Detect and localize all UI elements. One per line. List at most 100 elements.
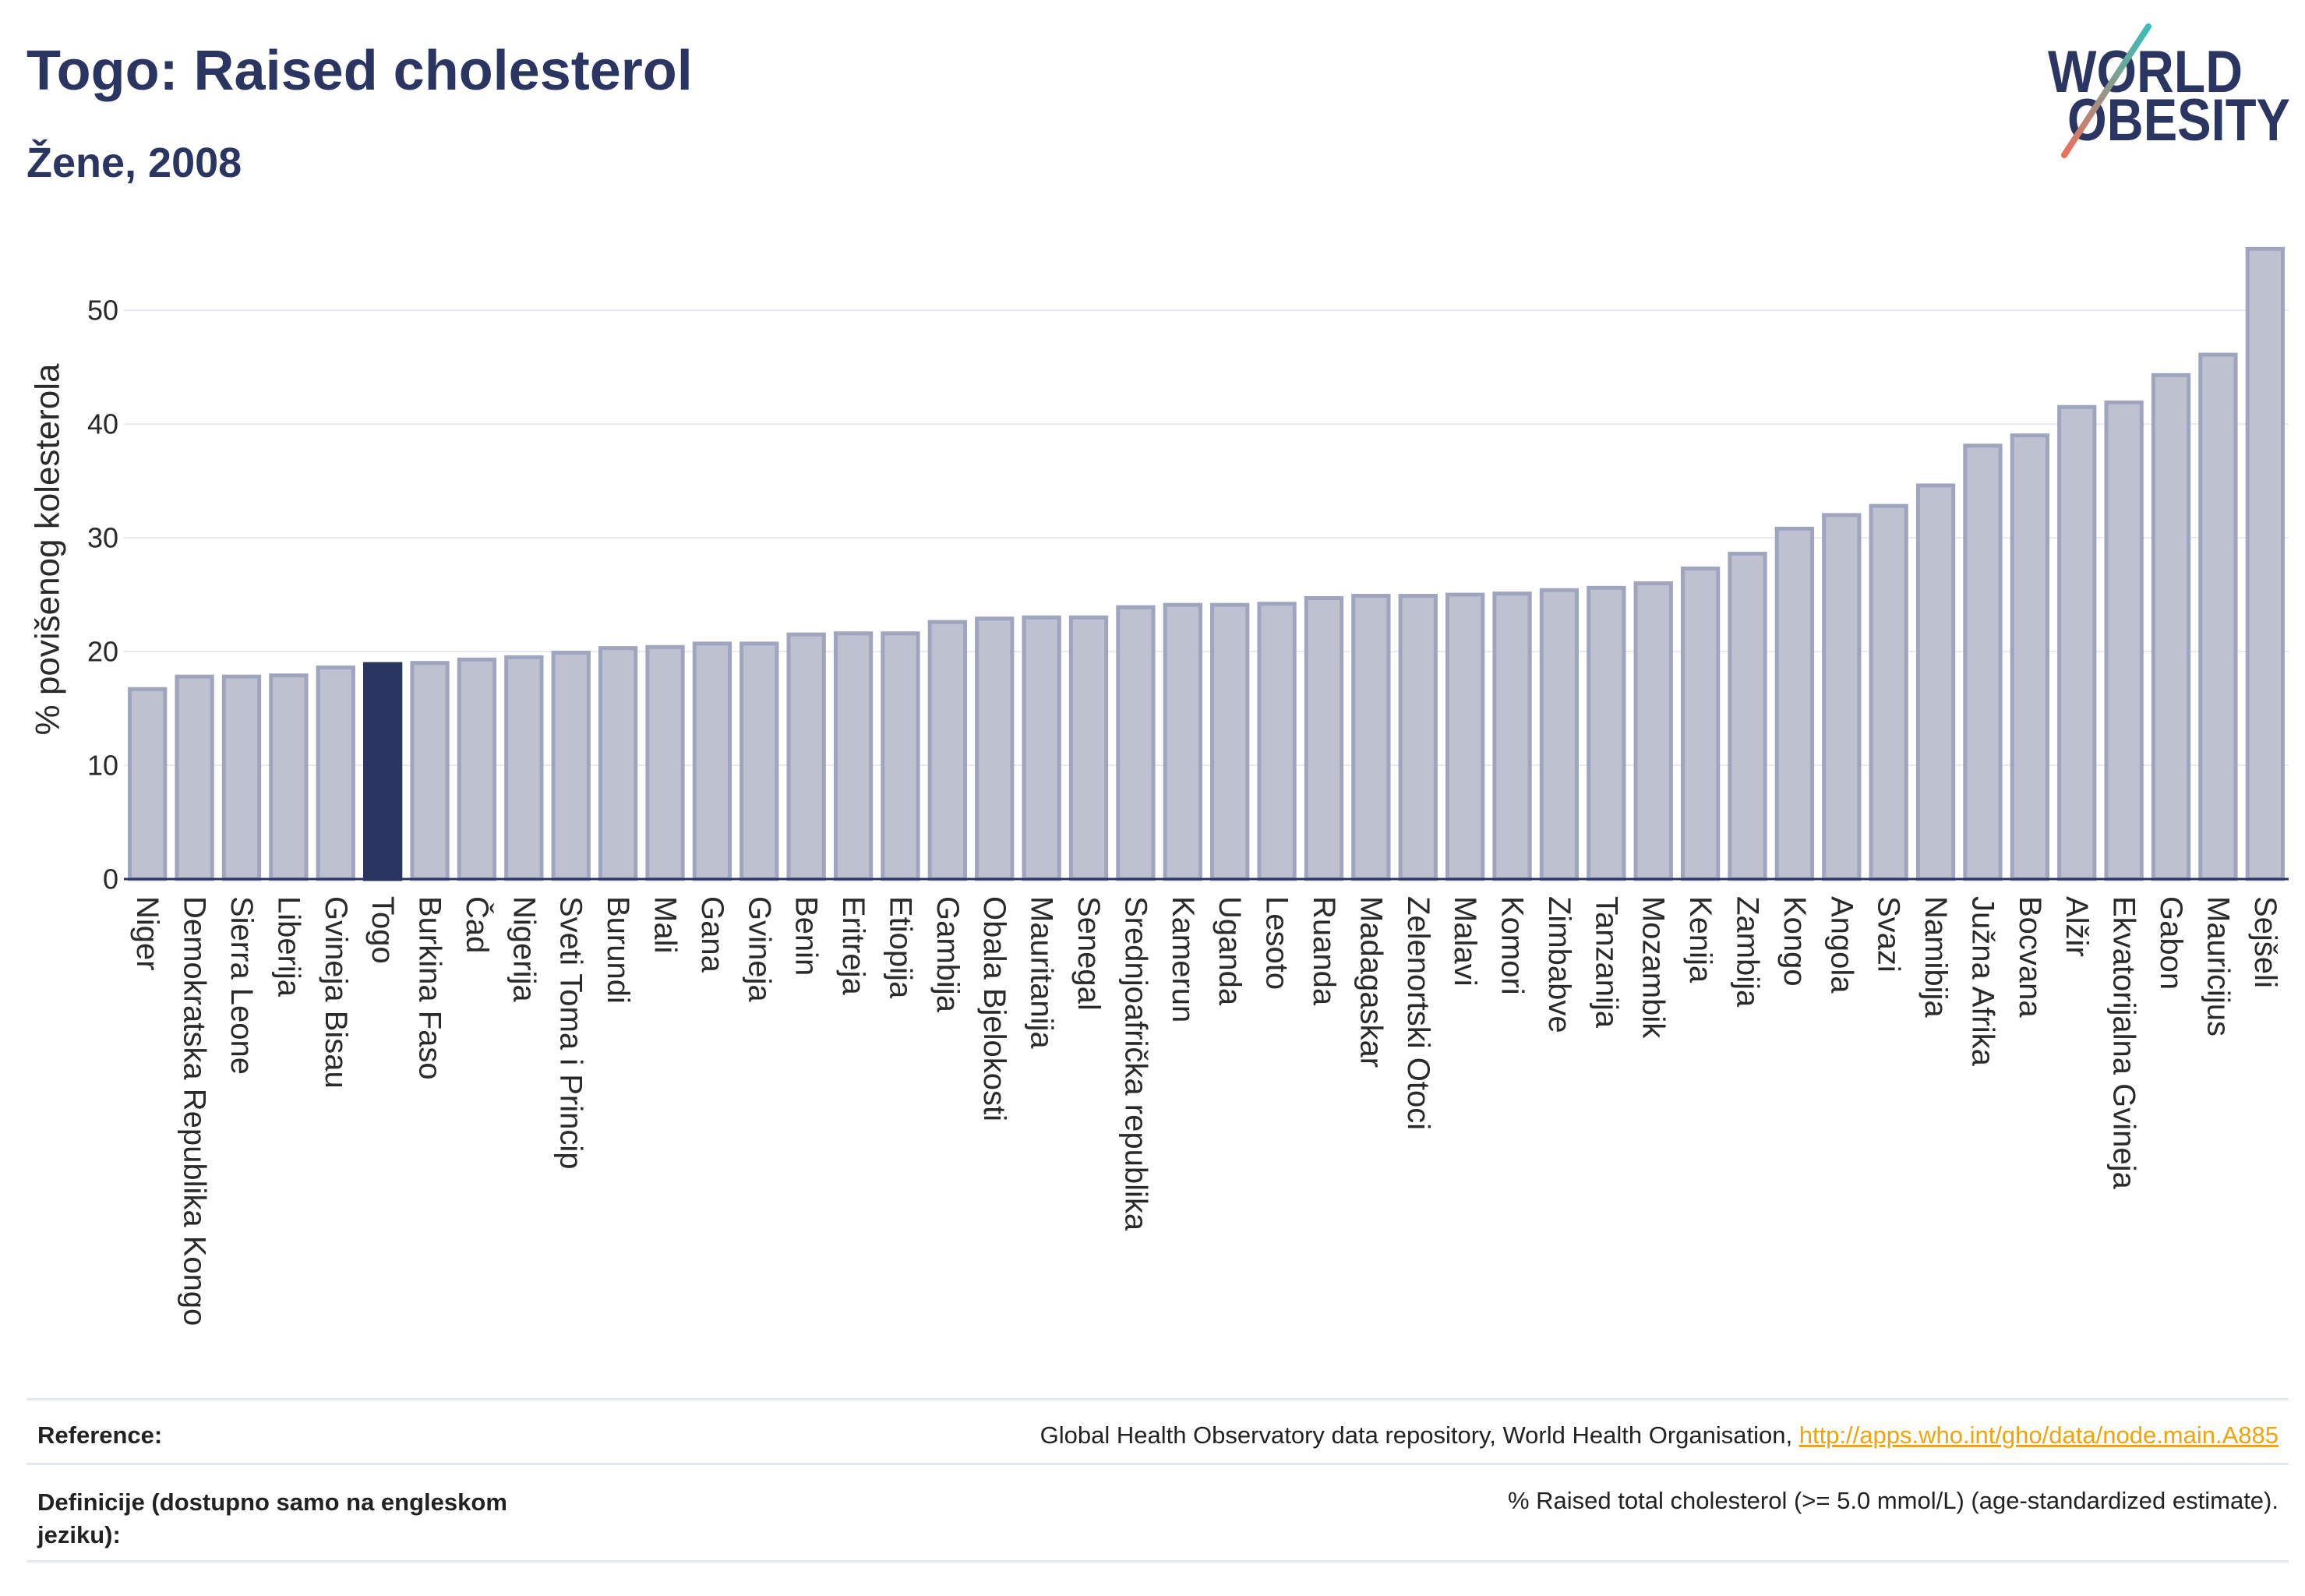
- world-obesity-logo: WORLD OBESITY: [2048, 23, 2290, 158]
- footer-rule-middle: [26, 1463, 2289, 1465]
- bar-komori: [1492, 591, 1532, 881]
- logo-word-world: WORLD: [2048, 39, 2243, 105]
- bar-ruanda: [1304, 595, 1344, 881]
- bar-zimbabve: [1539, 588, 1580, 881]
- x-tick-label-gambija: Gambija: [930, 896, 965, 1013]
- x-tick-label-ruanda: Ruanda: [1307, 896, 1341, 1006]
- bar-nigerija: [504, 655, 544, 881]
- x-tick-label-zelenortski-otoci: Zelenortski Otoci: [1401, 896, 1435, 1130]
- x-tick-label-gabon: Gabon: [2154, 896, 2188, 990]
- bar-tanzanija: [1587, 585, 1626, 881]
- bar-demokratska-republika-kongo: [175, 674, 214, 881]
- x-tick-label-gvineja-bisau: Gvineja Bisau: [319, 896, 353, 1089]
- bar-burkina-faso: [410, 661, 450, 881]
- x-tick-label-benin: Benin: [789, 896, 824, 976]
- footer-rule-top: [26, 1398, 2289, 1400]
- x-tick-label-mali: Mali: [648, 896, 683, 953]
- bar-juzna-afrika: [1963, 443, 2003, 881]
- x-tick-label-lesoto: Lesoto: [1260, 896, 1294, 990]
- bar-sierra-leone: [221, 674, 262, 881]
- bar-gvineja: [740, 641, 779, 881]
- y-tick-label-0: 0: [103, 863, 118, 895]
- bar-mozambik: [1633, 581, 1673, 881]
- x-tick-label-sierra-leone: Sierra Leone: [224, 896, 259, 1075]
- bar-namibija: [1915, 483, 1956, 881]
- y-tick-label-40: 40: [87, 408, 118, 440]
- bar-gambija: [927, 620, 967, 881]
- x-tick-label-kenija: Kenija: [1683, 896, 1717, 983]
- bar-kongo: [1774, 526, 1815, 881]
- x-tick-label-angola: Angola: [1824, 896, 1858, 994]
- bar-sveti-toma-i-princip: [551, 651, 591, 881]
- x-tick-label-namibija: Namibija: [1918, 896, 1953, 1018]
- chart-subtitle: Žene, 2008: [26, 139, 242, 186]
- bar-gabon: [2151, 373, 2191, 881]
- bar-alzir: [2057, 404, 2097, 881]
- bar-senegal: [1068, 615, 1109, 881]
- bar-zambija: [1728, 552, 1767, 881]
- bar-zelenortski-otoci: [1398, 594, 1438, 881]
- x-tick-label-alzir: Alžir: [2060, 896, 2094, 957]
- y-tick-label-20: 20: [87, 636, 118, 668]
- bar-niger: [128, 687, 168, 881]
- x-tick-label-zambija: Zambija: [1731, 896, 1765, 1008]
- bar-malavi: [1445, 592, 1485, 881]
- bar-madagaskar: [1351, 594, 1391, 881]
- reference-source: Global Health Observatory data repositor…: [1040, 1421, 1793, 1449]
- bar-etiopija: [881, 631, 920, 881]
- bar-mauricijus: [2198, 352, 2238, 881]
- x-tick-label-niger: Niger: [130, 896, 164, 971]
- bar-togo: [363, 662, 403, 881]
- bar-uganda: [1210, 602, 1250, 881]
- bar-angola: [1822, 513, 1862, 881]
- x-tick-label-mauritanija: Mauritanija: [1025, 896, 1059, 1049]
- x-tick-label-komori: Komori: [1495, 896, 1530, 995]
- x-tick-label-sejseli: Sejšeli: [2248, 896, 2282, 988]
- x-tick-label-tanzanija: Tanzanija: [1589, 896, 1623, 1029]
- bar-cad: [457, 657, 497, 881]
- x-tick-label-etiopija: Etiopija: [883, 896, 917, 999]
- x-tick-label-zimbabve: Zimbabve: [1542, 896, 1576, 1033]
- x-tick-label-malavi: Malavi: [1448, 896, 1482, 987]
- chart-title: Togo: Raised cholesterol: [26, 40, 693, 102]
- bar-mauritanija: [1022, 615, 1061, 881]
- y-tick-label-10: 10: [87, 750, 118, 782]
- x-tick-label-gana: Gana: [695, 896, 729, 973]
- x-tick-label-svazi: Svazi: [1872, 896, 1906, 973]
- y-tick-labels: 0 10 20 30 40 50: [87, 295, 118, 895]
- bar-kamerun: [1163, 602, 1202, 881]
- x-tick-label-liberija: Liberija: [271, 896, 305, 998]
- logo-slash-icon: [2061, 23, 2151, 158]
- x-tick-label-uganda: Uganda: [1213, 896, 1247, 1006]
- bar-lesoto: [1257, 602, 1297, 881]
- x-tick-labels: Niger Demokratska Republika Kongo Sierra L…: [130, 896, 2282, 1326]
- bar-liberija: [269, 673, 309, 881]
- footer-rule-bottom: [26, 1560, 2289, 1562]
- reference-link[interactable]: http://apps.who.int/gho/data/node.main.A…: [1798, 1421, 2279, 1449]
- bar-bocvana: [2010, 433, 2049, 881]
- bar-eritreja: [833, 631, 874, 881]
- x-tick-label-cad: Čad: [460, 896, 495, 953]
- bar-sejseli: [2245, 246, 2285, 881]
- bar-benin: [786, 632, 826, 881]
- x-tick-label-nigerija: Nigerija: [507, 896, 541, 1002]
- x-tick-label-kamerun: Kamerun: [1166, 896, 1200, 1022]
- bar-mali: [645, 644, 685, 881]
- x-tick-label-madagaskar: Madagaskar: [1354, 896, 1388, 1068]
- x-tick-label-ekvatorijalna-gvineja: Ekvatorijalna Gvineja: [2107, 896, 2141, 1189]
- y-tick-label-30: 30: [87, 522, 118, 554]
- x-tick-label-burundi: Burundi: [601, 896, 635, 1004]
- bar-obala-bjelokosti: [975, 616, 1015, 881]
- y-tick-label-50: 50: [87, 295, 118, 327]
- x-tick-label-juzna-afrika: Južna Afrika: [1965, 896, 2000, 1067]
- x-tick-label-mauricijus: Mauricijus: [2201, 896, 2235, 1036]
- x-tick-label-senegal: Senegal: [1071, 896, 1106, 1011]
- x-tick-label-bocvana: Bocvana: [2013, 896, 2047, 1018]
- x-tick-label-demokratska-republika-kongo: Demokratska Republika Kongo: [178, 896, 212, 1326]
- bar-burundi: [598, 646, 638, 881]
- bar-kenija: [1680, 567, 1721, 881]
- reference-label: Reference:: [37, 1421, 163, 1449]
- y-axis-title: % povišenog kolesterola: [29, 363, 67, 735]
- x-tick-label-burkina-faso: Burkina Faso: [413, 896, 447, 1080]
- x-tick-label-mozambik: Mozambik: [1636, 896, 1671, 1039]
